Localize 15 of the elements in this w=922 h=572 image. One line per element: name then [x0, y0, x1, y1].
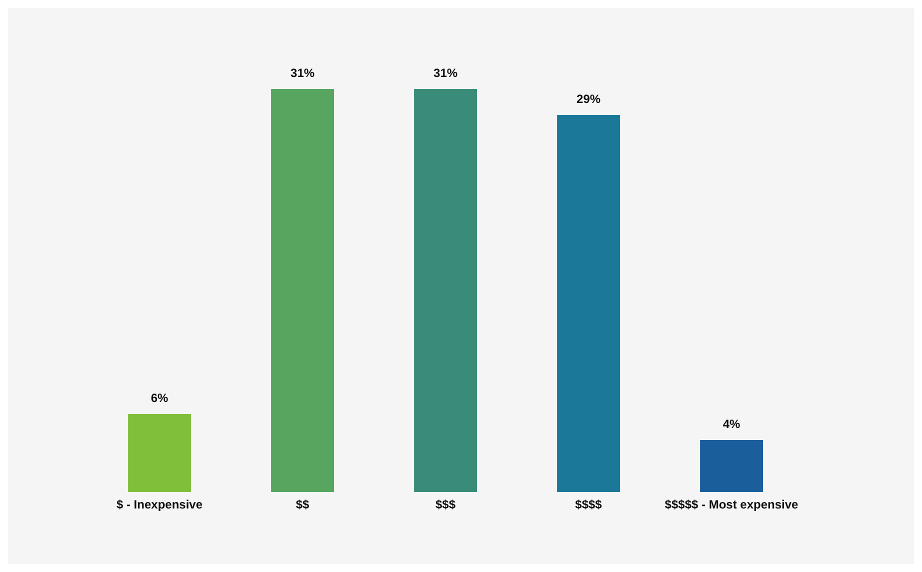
data-label: 4%: [722, 417, 741, 431]
x-tick-label: $ - Inexpensive: [116, 498, 203, 512]
bar: [700, 440, 764, 492]
x-tick-label: $$: [296, 498, 310, 512]
bar: [414, 89, 478, 492]
bar: [128, 414, 192, 492]
x-tick-label: $$$$: [575, 498, 602, 512]
data-label: 29%: [576, 92, 601, 106]
data-label: 31%: [290, 66, 315, 80]
x-tick-label: $$$: [435, 498, 456, 512]
x-tick-label: $$$$$ - Most expensive: [664, 498, 799, 512]
data-label: 31%: [434, 66, 458, 80]
data-label: 6%: [150, 391, 169, 405]
bar: [271, 89, 334, 492]
bar: [557, 115, 620, 492]
